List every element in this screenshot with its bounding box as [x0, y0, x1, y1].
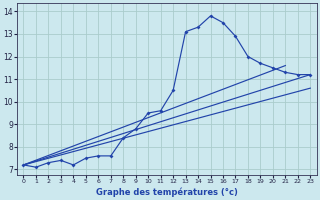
X-axis label: Graphe des températures (°c): Graphe des températures (°c): [96, 187, 238, 197]
